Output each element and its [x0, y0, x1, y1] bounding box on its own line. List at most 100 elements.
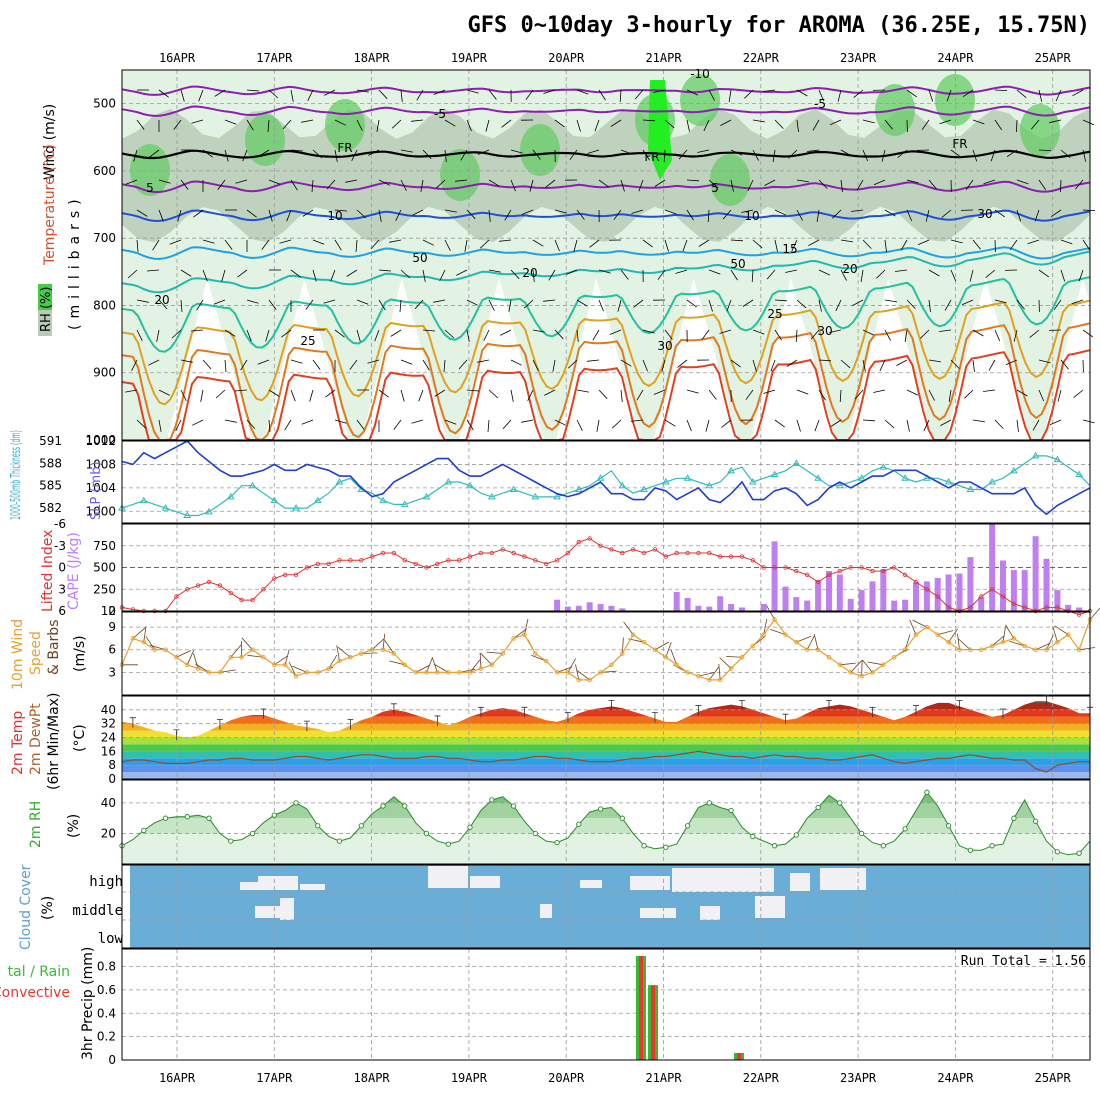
- cape-bar: [684, 598, 691, 611]
- wind-barb: [939, 119, 952, 125]
- wind-barb: [576, 89, 589, 95]
- wind-barb: [631, 419, 644, 422]
- wind-barb: [479, 239, 490, 249]
- wind-barb: [501, 119, 512, 128]
- rh-high-blob: [1020, 104, 1060, 156]
- label-cloud-low: low: [98, 931, 124, 947]
- wind-barb: [156, 329, 160, 342]
- wind-barb: [356, 209, 367, 219]
- pressure-tick: 800: [93, 298, 116, 312]
- wind-barb: [281, 329, 292, 338]
- wind-barb: [701, 329, 710, 340]
- label-upper-rh: RH (%): [39, 287, 54, 332]
- wind-barb: [302, 209, 314, 217]
- wind-barb: [1060, 179, 1062, 193]
- wind-barb: [610, 119, 622, 127]
- wind-barb: [994, 89, 1008, 91]
- wind-speed-point: [804, 647, 810, 652]
- wind-barb: [376, 119, 380, 132]
- wind-barb: [906, 89, 918, 98]
- slp-line: [121, 440, 1091, 516]
- wind-barb: [444, 209, 457, 213]
- surface-wind-barb: [371, 638, 385, 651]
- wind-barb: [752, 329, 765, 335]
- wind-barb: [703, 119, 710, 132]
- wind-speed-point: [141, 639, 147, 645]
- surface-wind-barb: [219, 669, 236, 673]
- wind-barb: [620, 359, 632, 367]
- wind-barb: [856, 179, 864, 191]
- rh-point: [1076, 850, 1082, 856]
- wind-barb: [224, 329, 236, 337]
- surface-wind-barb: [850, 660, 862, 673]
- wind-speed-point: [413, 670, 418, 675]
- wind-barb: [862, 359, 866, 372]
- minmax-marker: [173, 729, 180, 740]
- wind-barb: [125, 179, 138, 185]
- wind-barb: [730, 149, 743, 156]
- wind-barb: [434, 389, 446, 397]
- wind-barb: [286, 209, 292, 222]
- cloud-block: [790, 873, 810, 891]
- wind-barb: [466, 299, 478, 306]
- rh-tick: 20: [101, 826, 116, 840]
- rh-point: [510, 803, 517, 809]
- wind-barb: [686, 209, 694, 221]
- wind-speed-point: [859, 673, 864, 679]
- precip-panel: 0 0.2 0.4 0.6 0.8: [97, 948, 1091, 1067]
- wind-barb: [686, 179, 700, 182]
- wind-barb: [477, 359, 490, 363]
- wind-barb: [444, 149, 447, 162]
- rh-point: [750, 833, 756, 840]
- thickness-marker: [400, 500, 409, 507]
- lifted-tick: -6: [54, 517, 66, 531]
- temp-tick: 40: [101, 703, 116, 717]
- wind-barb: [196, 299, 204, 311]
- wind-barb: [400, 359, 413, 365]
- thickness-marker: [727, 466, 735, 474]
- minmax-marker: [347, 718, 354, 730]
- wind-barb: [192, 419, 204, 426]
- wind-speed-point: [609, 662, 614, 668]
- wind-barb: [1027, 239, 1040, 245]
- thickness-marker: [596, 474, 605, 481]
- temperature-contour: [121, 246, 1091, 260]
- wind-barb: [532, 329, 545, 333]
- temperature-contour: [121, 276, 1091, 353]
- wind-speed-point: [913, 632, 919, 637]
- wind-barb: [745, 389, 754, 400]
- lifted-point: [337, 558, 342, 563]
- surface-wind-barb: [288, 661, 297, 677]
- thickness-marker: [1031, 451, 1040, 459]
- wind-barb: [808, 239, 820, 246]
- wind-speed-point: [1033, 647, 1038, 652]
- wind-barb: [378, 389, 389, 398]
- wind-barb: [420, 179, 424, 192]
- wind-barb: [488, 89, 497, 100]
- wind-barb: [133, 149, 138, 162]
- surface-wind-barb: [145, 636, 155, 650]
- wind-barb: [190, 329, 204, 332]
- cape-bar: [760, 604, 767, 611]
- rh-point: [423, 830, 430, 837]
- wind-barb: [554, 329, 564, 340]
- wind-barb: [400, 89, 403, 102]
- temp-band: [122, 737, 1090, 745]
- wind-barb: [378, 179, 390, 186]
- wind-speed-point: [946, 639, 951, 645]
- wind-barb: [962, 89, 974, 98]
- rh-band: [122, 833, 1090, 864]
- wind-barb: [994, 419, 1004, 429]
- wind-barb: [940, 419, 952, 426]
- wind-barb: [697, 149, 710, 153]
- top-date-label: 18APR: [354, 51, 391, 65]
- surface-wind-barb: [531, 654, 547, 662]
- wind-barb: [146, 269, 160, 272]
- wind-speed-point: [902, 647, 908, 652]
- wind-barb: [686, 89, 699, 96]
- surface-wind-barb: [149, 644, 166, 651]
- wind-barb: [525, 89, 534, 100]
- wind-barb: [972, 329, 984, 337]
- wind-barb: [682, 239, 688, 252]
- label-cloud: Cloud Cover: [18, 864, 34, 950]
